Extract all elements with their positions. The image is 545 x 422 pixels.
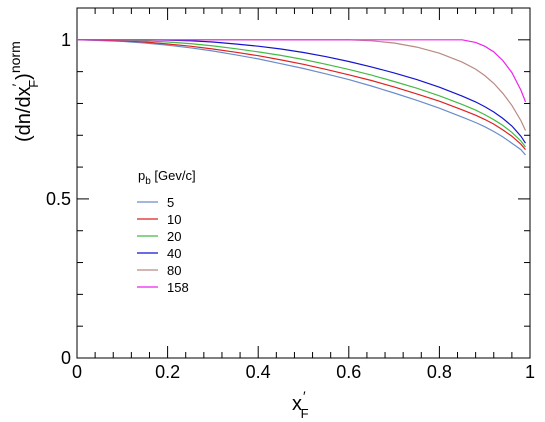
plot-frame	[76, 7, 531, 359]
series-line-80	[77, 39, 527, 131]
x-tick-label: 0.6	[336, 362, 361, 382]
x-axis-title-main: x	[292, 393, 302, 415]
x-tick-label: 0.2	[155, 362, 180, 382]
x-tick-label: 0.4	[246, 362, 271, 382]
series-line-20	[77, 39, 526, 148]
legend-label-10: 10	[167, 212, 181, 227]
x-axis-title: x′ F	[292, 388, 309, 421]
x-tick-label: 1	[525, 362, 535, 382]
y-axis-title-close: )	[13, 73, 35, 80]
x-tick-label: 0.8	[427, 362, 452, 382]
legend-title-sub: b	[145, 176, 151, 187]
y-axis-title-sub: F	[26, 80, 41, 88]
y-axis-title: (dn/dx′F)norm	[7, 41, 41, 142]
legend-label-158: 158	[167, 280, 189, 295]
legend-entries: 5 10 20 40 80 158	[137, 195, 189, 295]
y-axis-title-sup: norm	[7, 41, 23, 73]
y-tick-label: 0	[61, 348, 71, 368]
x-axis-title-sub: F	[301, 406, 309, 421]
x-tick-label: 0	[72, 362, 82, 382]
y-tick-label: 0.5	[46, 189, 71, 209]
legend-label-20: 20	[167, 229, 181, 244]
legend-title-rest: [Gev/c]	[151, 168, 196, 183]
series-line-158	[77, 39, 527, 103]
legend: pb [Gev/c] 5 10 20 40 80 158	[137, 168, 196, 295]
legend-label-5: 5	[167, 195, 174, 210]
y-axis-title-prime: ′	[9, 83, 25, 86]
legend-title-main: p	[138, 168, 145, 183]
series-line-10	[76, 39, 526, 150]
legend-label-40: 40	[167, 246, 181, 261]
series-line-40	[77, 39, 527, 144]
axis-ticks	[76, 7, 531, 359]
series-line-5	[76, 39, 526, 156]
tick-labels: 0 0.2 0.4 0.6 0.8 100.51	[46, 30, 535, 382]
legend-label-80: 80	[167, 263, 181, 278]
x-axis-title-prime: ′	[303, 388, 306, 404]
y-tick-label: 1	[61, 30, 71, 50]
legend-title: pb [Gev/c]	[138, 168, 196, 187]
series-lines	[76, 39, 527, 156]
y-axis-title-open: (dn/dx	[13, 86, 35, 142]
